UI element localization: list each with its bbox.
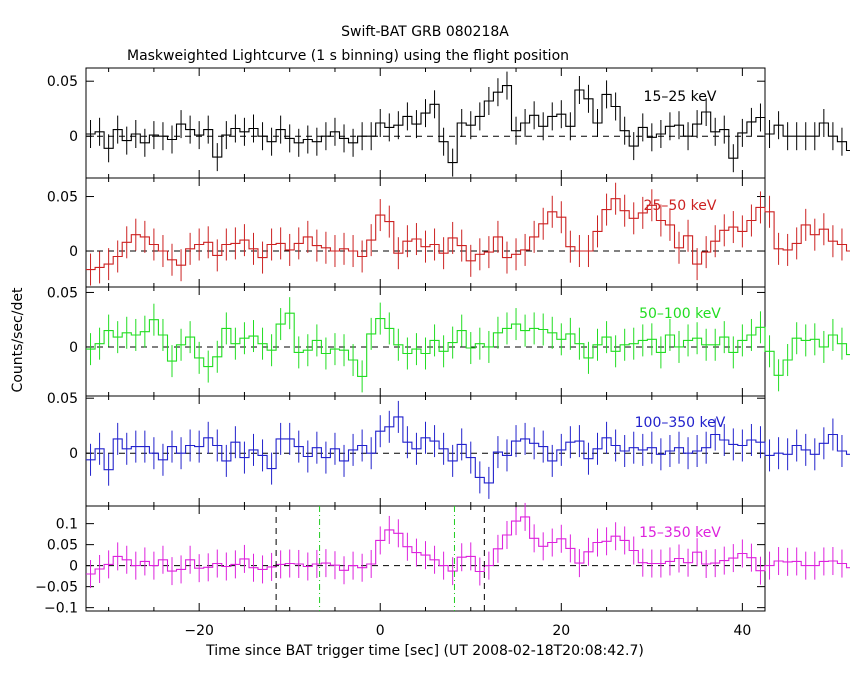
lightcurve-series: [86, 85, 850, 164]
y-tick-label: −0.1: [44, 601, 78, 617]
x-tick-label: 0: [376, 623, 385, 639]
x-tick-label: 40: [733, 623, 751, 639]
band-label: 15–350 keV: [639, 525, 721, 541]
y-tick-label: 0: [69, 559, 78, 575]
band-label: 25–50 keV: [644, 198, 717, 214]
y-tick-label: 0: [69, 340, 78, 356]
lightcurve-series: [86, 198, 850, 271]
lightcurve-series: [86, 516, 850, 575]
lightcurve-series: [86, 312, 850, 377]
band-label: 100–350 keV: [635, 415, 726, 431]
band-label: 15–25 keV: [644, 89, 717, 105]
y-tick-label: 0.05: [47, 190, 78, 206]
figure-title: Swift-BAT GRB 080218A: [341, 24, 509, 40]
y-tick-label: 0.05: [47, 74, 78, 90]
y-tick-label: 0.05: [47, 285, 78, 301]
y-tick-label: 0: [69, 244, 78, 260]
figure-subtitle: Maskweighted Lightcurve (1 s binning) us…: [127, 48, 569, 64]
lightcurve-series: [86, 416, 850, 484]
y-tick-label: 0: [69, 446, 78, 462]
band-label: 50–100 keV: [639, 306, 721, 322]
y-axis-label: Counts/sec/det: [10, 287, 26, 392]
panels-group: 0 0.05 15–25 keV 0 0.05 25–50 keV 0 0.05 50–100 …: [35, 67, 850, 639]
x-axis-label: Time since BAT trigger time [sec] (UT 20…: [205, 643, 644, 659]
y-tick-label: 0: [69, 129, 78, 145]
y-tick-label: −0.05: [35, 580, 78, 596]
x-tick-label: 20: [552, 623, 570, 639]
y-tick-label: 0.05: [47, 391, 78, 407]
y-tick-label: 0.1: [56, 517, 78, 533]
y-tick-label: 0.05: [47, 538, 78, 554]
x-tick-label: −20: [184, 623, 214, 639]
